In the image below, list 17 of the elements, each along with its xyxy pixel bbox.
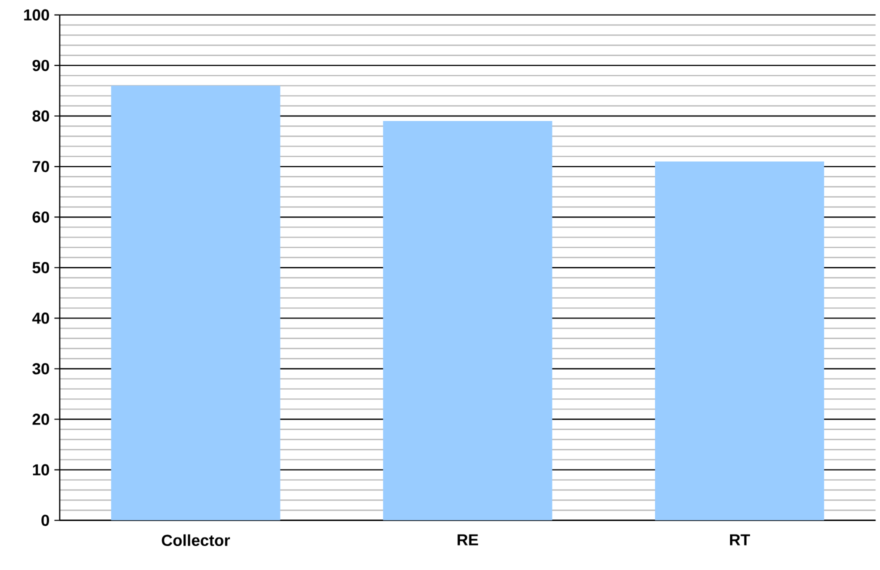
x-tick-label: Collector xyxy=(162,534,230,546)
y-tick-label: 50 xyxy=(32,262,50,274)
x-tick-label: RE xyxy=(458,534,478,546)
x-tick-label: RT xyxy=(730,534,750,546)
y-tick-label: 10 xyxy=(33,464,50,476)
y-tick-label: 20 xyxy=(32,414,50,425)
y-tick-label: 40 xyxy=(32,312,50,324)
bar xyxy=(111,86,280,520)
y-tick-label: 0 xyxy=(41,514,50,526)
y-tick-label: 60 xyxy=(32,211,50,223)
bar xyxy=(655,161,824,520)
y-tick-label: 80 xyxy=(32,110,50,122)
y-tick-label: 90 xyxy=(32,60,50,72)
y-tick-label: 30 xyxy=(32,363,50,374)
y-tick-label: 100 xyxy=(24,9,50,20)
y-tick-label: 70 xyxy=(32,160,50,172)
bar xyxy=(383,121,552,520)
